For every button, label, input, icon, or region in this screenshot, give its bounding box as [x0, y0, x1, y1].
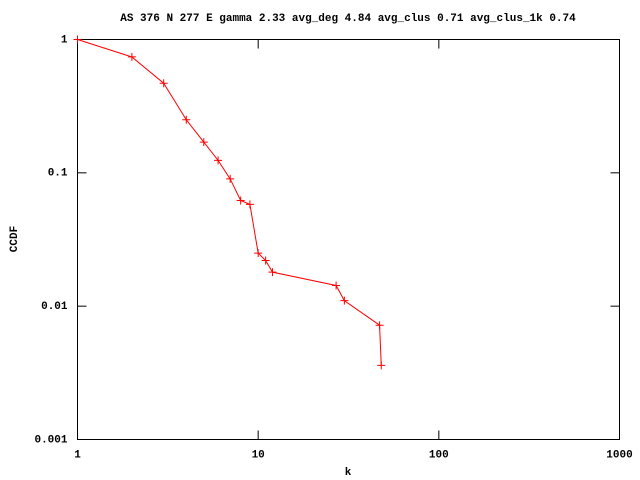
plot-frame	[77, 39, 620, 440]
point-marker	[254, 249, 263, 258]
y-axis-label: CCDF	[9, 226, 21, 252]
point-marker	[226, 174, 235, 183]
chart-title: AS 376 N 277 E gamma 2.33 avg_deg 4.84 a…	[120, 13, 576, 25]
point-marker	[332, 281, 341, 290]
point-marker	[182, 115, 191, 124]
point-marker	[214, 156, 223, 165]
x-axis-label: k	[345, 467, 352, 479]
point-marker	[268, 268, 277, 277]
point-marker	[261, 256, 270, 265]
x-tick-label: 1000	[606, 449, 632, 461]
point-marker	[375, 321, 384, 330]
x-tick-label: 1	[74, 449, 81, 461]
point-marker	[127, 52, 136, 61]
point-marker	[377, 361, 386, 370]
point-marker	[245, 200, 254, 209]
point-marker	[73, 35, 82, 44]
point-marker	[340, 296, 349, 305]
point-marker	[236, 196, 245, 205]
point-marker	[159, 79, 168, 88]
y-tick-label: 0.01	[41, 301, 68, 313]
data-line	[77, 39, 382, 366]
x-tick-label: 100	[429, 449, 449, 461]
y-tick-label: 0.1	[48, 168, 68, 180]
y-tick-label: 1	[61, 34, 68, 46]
y-tick-label: 0.001	[34, 434, 67, 446]
x-tick-label: 10	[252, 449, 265, 461]
point-marker	[199, 138, 208, 147]
